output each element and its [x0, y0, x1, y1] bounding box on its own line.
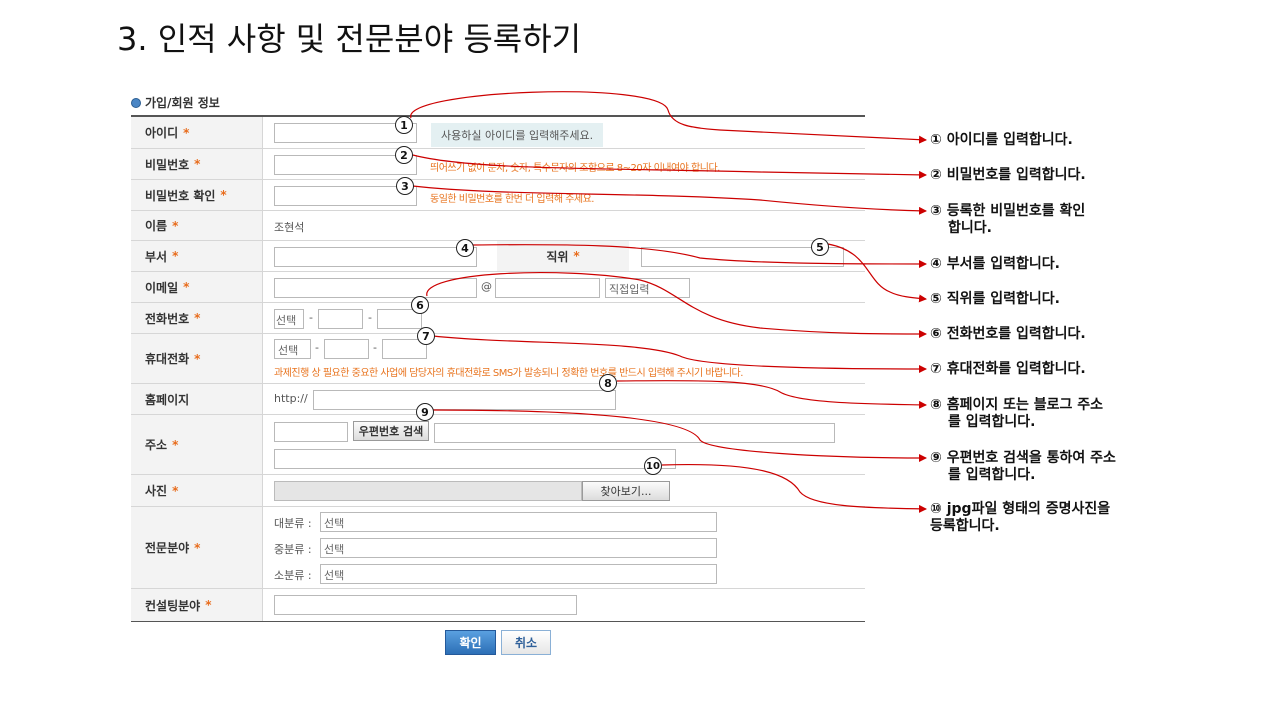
homepage-input[interactable] — [313, 390, 616, 410]
slide-title: 3. 인적 사항 및 전문분야 등록하기 — [117, 20, 582, 58]
annotation-4: ④ 부서를 입력합니다. — [930, 256, 1060, 272]
expertise-minor-label: 소분류 : — [274, 569, 312, 582]
marker-10: 10 — [644, 457, 662, 475]
address-main-input[interactable] — [434, 423, 835, 443]
label-mobile: 휴대전화 * — [131, 334, 263, 383]
annotation-8-line-2: 를 입력합니다. — [948, 414, 1036, 430]
marker-3: 3 — [396, 177, 414, 195]
password-hint: 띄어쓰기 없이 문자, 숫자, 특수문자의 조합으로 8~20자 이내여야 합니… — [430, 163, 720, 174]
label-department: 부서 * — [131, 241, 263, 271]
photo-file-field[interactable] — [274, 481, 582, 501]
annotation-5: ⑤ 직위를 입력합니다. — [930, 291, 1060, 307]
phone-last-input[interactable] — [377, 309, 422, 329]
expertise-major-label: 대분류 : — [274, 517, 312, 530]
label-password: 비밀번호 * — [131, 149, 263, 179]
mobile-dash-2: - — [373, 341, 377, 354]
expertise-minor-select[interactable]: 선택 — [320, 564, 717, 584]
consulting-input[interactable] — [274, 595, 577, 615]
email-at: @ — [481, 280, 492, 293]
password-confirm-hint: 동일한 비밀번호를 한번 더 입력해 주세요. — [430, 194, 594, 205]
label-position: 직위 * — [497, 241, 629, 271]
row-password: 비밀번호 * 띄어쓰기 없이 문자, 숫자, 특수문자의 조합으로 8~20자 이… — [131, 149, 865, 180]
label-homepage: 홈페이지 — [131, 384, 263, 414]
email-local-input[interactable] — [274, 278, 477, 298]
label-phone: 전화번호 * — [131, 303, 263, 333]
mobile-prefix-select[interactable]: 선택 — [274, 339, 311, 359]
row-address: 주소 * 우편번호 검색 — [131, 415, 865, 475]
zipcode-input[interactable] — [274, 422, 348, 442]
phone-dash-1: - — [309, 311, 313, 324]
label-expertise: 전문분야 * — [131, 507, 263, 588]
annotation-3-line-2: 합니다. — [948, 220, 992, 236]
marker-9: 9 — [416, 403, 434, 421]
bullet-icon — [131, 98, 141, 108]
row-phone: 전화번호 * 선택 - - — [131, 303, 865, 334]
email-domain-select[interactable]: 직접입력 — [605, 278, 690, 298]
department-input[interactable] — [274, 247, 477, 267]
marker-1: 1 — [395, 116, 413, 134]
row-password-confirm: 비밀번호 확인 * 동일한 비밀번호를 한번 더 입력해 주세요. — [131, 180, 865, 211]
row-photo: 사진 * 찾아보기... — [131, 475, 865, 507]
label-email: 이메일 * — [131, 272, 263, 302]
annotation-10: ⑩ jpg파일 형태의 증명사진을 등록합니다. — [930, 501, 1110, 535]
annotation-10-line-2: 등록합니다. — [930, 518, 1000, 534]
name-value: 조현석 — [274, 221, 305, 234]
annotation-9-line-1: ⑨ 우편번호 검색을 통하여 주소 — [930, 450, 1116, 466]
row-expertise: 전문분야 * 대분류 : 선택 중분류 : 선택 소분류 : 선택 — [131, 507, 865, 589]
expertise-middle-select[interactable]: 선택 — [320, 538, 717, 558]
row-name: 이름 * 조현석 — [131, 211, 865, 241]
zipcode-search-button[interactable]: 우편번호 검색 — [353, 421, 429, 441]
annotation-7: ⑦ 휴대전화를 입력합니다. — [930, 361, 1086, 377]
phone-mid-input[interactable] — [318, 309, 363, 329]
annotation-1: ① 아이디를 입력합니다. — [930, 132, 1073, 148]
required-mark: * — [183, 125, 190, 140]
phone-area-select[interactable]: 선택 — [274, 309, 304, 329]
email-domain-input[interactable] — [495, 278, 600, 298]
phone-dash-2: - — [368, 311, 372, 324]
label-consulting: 컨설팅분야 * — [131, 589, 263, 621]
label-id: 아이디 * — [131, 117, 263, 148]
mobile-notice: 과제진행 상 필요한 중요한 사업에 담당자의 휴대전화로 SMS가 발송되니 … — [274, 368, 743, 379]
label-name: 이름 * — [131, 211, 263, 240]
cancel-button[interactable]: 취소 — [501, 630, 551, 655]
homepage-prefix: http:// — [274, 392, 308, 405]
annotation-2: ② 비밀번호를 입력합니다. — [930, 167, 1086, 183]
row-email: 이메일 * @ 직접입력 — [131, 272, 865, 303]
expertise-major-select[interactable]: 선택 — [320, 512, 717, 532]
annotation-10-line-1: ⑩ jpg파일 형태의 증명사진을 — [930, 501, 1111, 517]
id-hint: 사용하실 아이디를 입력해주세요. — [431, 123, 604, 147]
annotation-3-line-1: ③ 등록한 비밀번호를 확인 — [930, 203, 1086, 219]
label-address: 주소 * — [131, 415, 263, 474]
section-title: 가입/회원 정보 — [131, 94, 220, 111]
mobile-dash-1: - — [315, 341, 319, 354]
marker-4: 4 — [456, 239, 474, 257]
annotation-8-line-1: ⑧ 홈페이지 또는 블로그 주소 — [930, 397, 1104, 413]
row-consulting: 컨설팅분야 * — [131, 589, 865, 621]
row-department: 부서 * 직위 * — [131, 241, 865, 272]
mobile-last-input[interactable] — [382, 339, 427, 359]
row-id: 아이디 * 사용하실 아이디를 입력해주세요. — [131, 117, 865, 149]
marker-6: 6 — [411, 296, 429, 314]
section-title-text: 가입/회원 정보 — [145, 96, 220, 110]
marker-7: 7 — [417, 327, 435, 345]
row-mobile: 휴대전화 * 선택 - - 과제진행 상 필요한 중요한 사업에 담당자의 휴대전… — [131, 334, 865, 384]
annotation-8: ⑧ 홈페이지 또는 블로그 주소 를 입력합니다. — [930, 397, 1103, 431]
marker-5: 5 — [811, 238, 829, 256]
row-homepage: 홈페이지 http:// — [131, 384, 865, 415]
mobile-mid-input[interactable] — [324, 339, 369, 359]
address-detail-input[interactable] — [274, 449, 676, 469]
confirm-button[interactable]: 확인 — [445, 630, 496, 655]
label-photo: 사진 * — [131, 475, 263, 506]
annotation-9: ⑨ 우편번호 검색을 통하여 주소 를 입력합니다. — [930, 450, 1116, 484]
marker-2: 2 — [395, 146, 413, 164]
annotation-3: ③ 등록한 비밀번호를 확인 합니다. — [930, 203, 1085, 237]
browse-button[interactable]: 찾아보기... — [582, 481, 670, 501]
marker-8: 8 — [599, 374, 617, 392]
annotation-6: ⑥ 전화번호를 입력합니다. — [930, 326, 1086, 342]
expertise-middle-label: 중분류 : — [274, 543, 312, 556]
member-info-form: 아이디 * 사용하실 아이디를 입력해주세요. 비밀번호 * 띄어쓰기 없이 문자,… — [131, 115, 865, 622]
annotation-9-line-2: 를 입력합니다. — [948, 467, 1036, 483]
label-password-confirm: 비밀번호 확인 * — [131, 180, 263, 210]
